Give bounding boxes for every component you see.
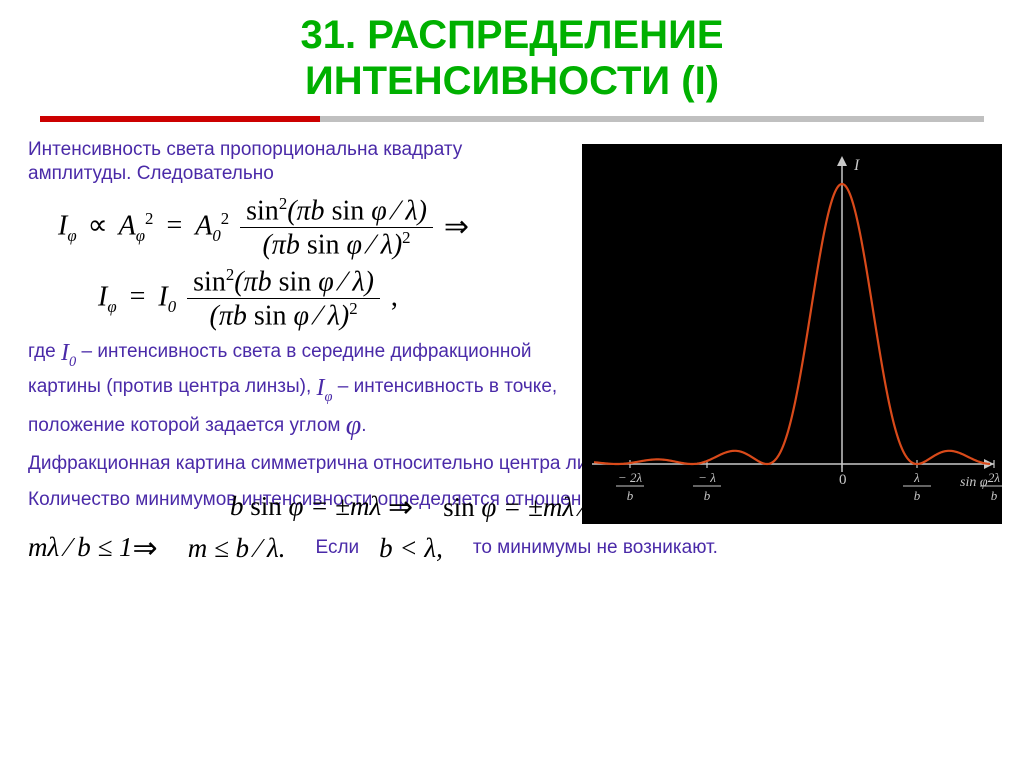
intro-text: Интенсивность света пропорциональна квад…: [28, 138, 548, 186]
minima-equations-row2: mλ ⁄ b ≤ 1⇒ m ≤ b ⁄ λ. Если b < λ, то ми…: [0, 531, 1024, 566]
where-text: где I0 – интенсивность света в середине …: [28, 337, 568, 445]
sinc-intensity-chart: Isin φ− 2λb− λb0λb2λb: [582, 144, 1002, 524]
svg-text:b: b: [627, 488, 634, 503]
title-line2: ИНТЕНСИВНОСТИ (I): [305, 59, 719, 103]
svg-text:I: I: [853, 157, 860, 174]
title-line1: 31. РАСПРЕДЕЛЕНИЕ: [300, 13, 723, 57]
svg-text:sin φ: sin φ: [960, 475, 988, 490]
svg-text:2λ: 2λ: [988, 470, 1001, 485]
svg-text:λ: λ: [913, 470, 920, 485]
svg-text:− λ: − λ: [698, 470, 716, 485]
svg-text:− 2λ: − 2λ: [618, 470, 643, 485]
svg-text:b: b: [704, 488, 711, 503]
title-rule: [0, 114, 1024, 124]
svg-text:0: 0: [839, 472, 847, 488]
svg-text:b: b: [991, 488, 998, 503]
svg-text:b: b: [914, 488, 921, 503]
